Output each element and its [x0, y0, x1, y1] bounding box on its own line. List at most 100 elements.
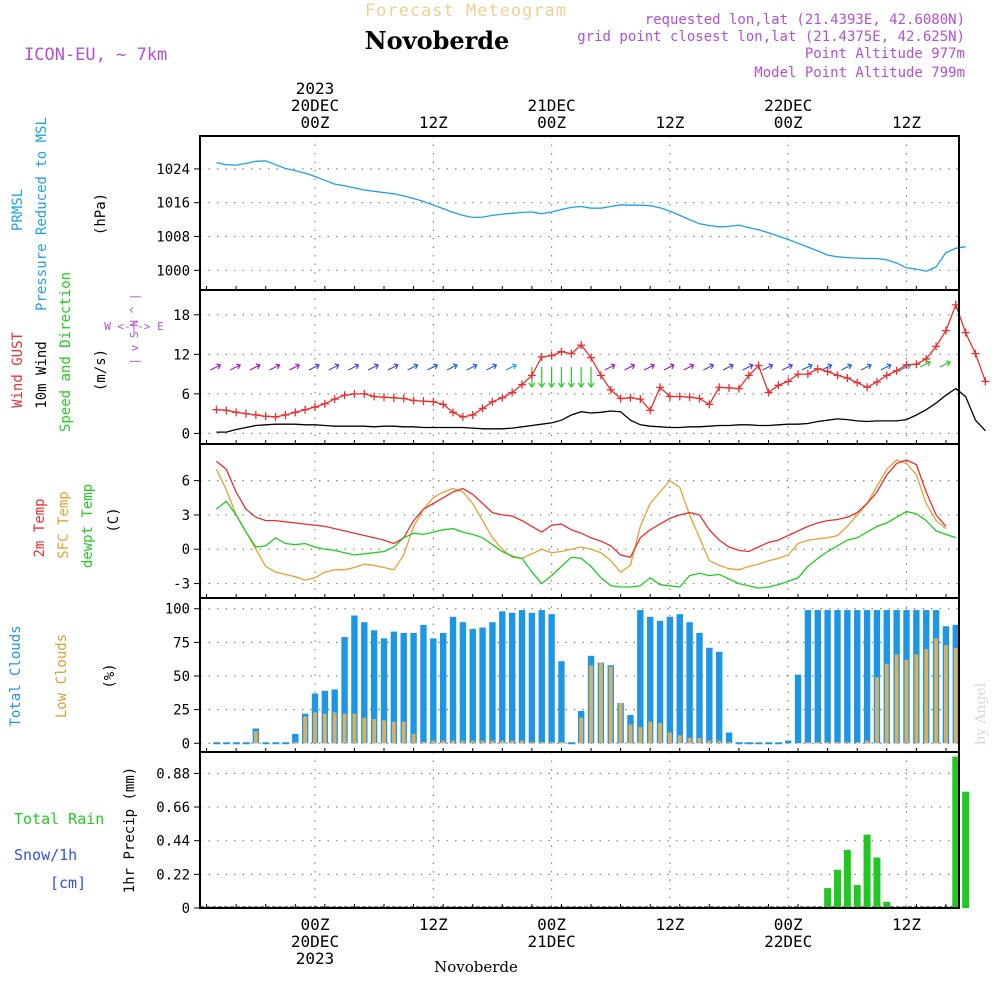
clouds-unit: (%) — [102, 663, 118, 688]
total-cloud-bar — [430, 638, 437, 744]
total-cloud-bar — [489, 622, 496, 744]
low-cloud-bar — [559, 741, 564, 744]
wind-gust-point — [725, 383, 734, 392]
low-cloud-bar — [382, 720, 386, 744]
total-cloud-bar — [686, 622, 693, 744]
wind-gust-point — [330, 395, 339, 404]
wind-gust-point — [636, 395, 645, 404]
low-cloud-bar — [697, 737, 702, 744]
wind-arrow — [643, 363, 656, 371]
low-cloud-bar — [855, 741, 860, 744]
temp-2m-label: 2m Temp — [32, 498, 48, 557]
bottom-time-label: 12Z — [655, 915, 684, 934]
wind-gust-point — [271, 412, 280, 421]
sfc-temp-line — [215, 459, 947, 581]
wind-gust-point — [656, 383, 665, 392]
y-tick-label: 1008 — [156, 230, 190, 246]
wind-gust-point — [340, 391, 349, 400]
low-cloud-bar — [441, 740, 446, 744]
total-clouds-label: Total Clouds — [8, 625, 24, 726]
low-cloud-bar — [934, 638, 938, 744]
wind-arrow — [742, 363, 754, 371]
wind-gust-line — [216, 303, 987, 418]
wind-gust-point — [557, 347, 566, 356]
panel-frame — [199, 751, 960, 909]
wind-gust-point — [429, 397, 438, 406]
wind-arrow — [446, 363, 458, 371]
total-cloud-bar — [370, 630, 378, 744]
snow-unit: [cm] — [50, 874, 86, 892]
wind-gust-label: Wind GUST — [10, 332, 26, 408]
wind-gust-point — [981, 377, 990, 386]
wind-arrow — [486, 363, 498, 371]
wind-gust-point — [665, 392, 674, 401]
model-label: ICON-EU, ~ 7km — [24, 45, 167, 65]
wind-gust-point — [212, 405, 221, 414]
low-cloud-bar — [431, 740, 436, 744]
wind-arrow — [841, 363, 853, 371]
wind-arrow — [308, 363, 320, 371]
dewpt-label: dewpt Temp — [80, 484, 96, 568]
bottom-time-label: 00Z — [774, 915, 803, 934]
wind-gust-point — [882, 371, 891, 380]
total-cloud-bar — [380, 638, 388, 744]
total-cloud-bar — [390, 631, 398, 744]
wind-gust-point — [784, 377, 793, 386]
top-time-label: 12Z — [892, 113, 921, 132]
wind-gust-point — [596, 371, 605, 380]
product-title: Forecast Meteogram — [365, 1, 567, 21]
low-cloud-bar — [391, 721, 396, 744]
total-cloud-bar — [439, 632, 447, 744]
wind-gust-point — [498, 393, 507, 402]
compass-west-east: W <-|-> E — [104, 320, 164, 333]
low-cloud-bar — [835, 741, 840, 744]
low-cloud-bar — [628, 724, 633, 744]
low-cloud-bar — [608, 666, 613, 744]
wind-gust-point — [823, 367, 832, 376]
total-cloud-bar — [715, 651, 723, 744]
y-tick-label: 12 — [173, 347, 190, 363]
total-cloud-bar — [656, 620, 664, 744]
low-cloud-bar — [677, 735, 682, 744]
wind-gust-point — [311, 403, 319, 412]
total-cloud-bar — [696, 632, 703, 744]
total-cloud-bar — [706, 647, 713, 744]
wind-arrow — [939, 360, 951, 368]
bottom-time-label: 2023 — [296, 949, 335, 968]
wind-gust-point — [232, 408, 241, 417]
total-cloud-bar — [785, 740, 792, 744]
wind-arrow — [587, 367, 595, 388]
wind-gust-point — [941, 326, 950, 335]
low-cloud-bar — [460, 740, 465, 744]
low-cloud-bar — [313, 712, 317, 744]
wind-gust-point — [695, 394, 704, 403]
wind-gust-point — [508, 388, 517, 397]
low-cloud-bar — [717, 740, 722, 744]
wind-gust-point — [587, 353, 596, 362]
total-cloud-bar — [794, 674, 802, 744]
sfc-temp-series — [215, 459, 947, 581]
top-time-label: 00Z — [301, 113, 330, 132]
low-cloud-bar — [253, 731, 258, 744]
low-cloud-bar — [539, 741, 544, 744]
wind-gust-point — [222, 406, 231, 415]
requested-coords: requested lon,lat (21.4393E, 42.6080N) — [645, 12, 965, 28]
y-tick-label: 0.22 — [156, 867, 190, 883]
wind-gust-point — [794, 370, 803, 379]
low-cloud-bar — [372, 719, 377, 744]
wind-gust-point — [843, 374, 852, 383]
wind-arrow — [229, 363, 242, 371]
total-cloud-bar — [873, 610, 881, 744]
total-cloud-bar — [725, 732, 733, 744]
wind-arrow — [367, 363, 380, 371]
panel-frame — [199, 443, 960, 599]
wind-gust-point — [912, 360, 921, 369]
wind-gust-point — [478, 404, 487, 413]
wind-gust-point — [715, 383, 724, 392]
credit-watermark: by Angel — [973, 682, 989, 745]
wind-arrow — [269, 363, 281, 371]
bottom-time-label: 20DEC — [291, 932, 339, 951]
wind-direction-arrows — [210, 360, 951, 388]
precip-bar — [883, 901, 891, 908]
precip-unit: 1hr Precip (mm) — [122, 767, 138, 893]
